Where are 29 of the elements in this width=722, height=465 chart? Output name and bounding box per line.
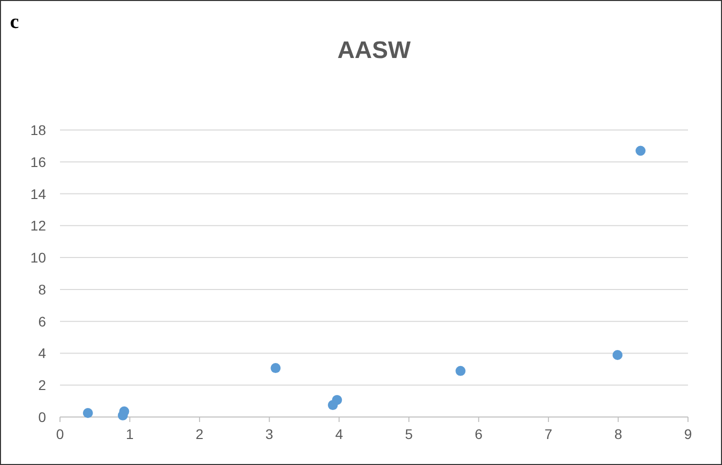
y-tick-label: 6 xyxy=(38,313,46,330)
point xyxy=(456,366,466,376)
x-tick-label: 3 xyxy=(265,426,274,442)
y-tick-label: 4 xyxy=(38,345,46,362)
y-tick-label: 2 xyxy=(38,377,46,394)
point xyxy=(612,350,623,360)
text: c xyxy=(10,11,19,33)
y-tick-label: 18 xyxy=(30,122,46,138)
y-tick-label: 10 xyxy=(30,250,46,266)
point xyxy=(636,146,646,156)
chart-title: AASW xyxy=(337,37,412,64)
x-tick-label: 1 xyxy=(126,426,134,442)
y-tick-label: 16 xyxy=(30,154,46,170)
x-tick-label: 0 xyxy=(56,426,64,442)
y-tick-label: 0 xyxy=(38,409,46,425)
y-tick-label: 8 xyxy=(38,281,46,298)
x-tick-label: 8 xyxy=(614,426,622,442)
point xyxy=(82,408,93,418)
point xyxy=(332,394,342,405)
x-tick-label: 2 xyxy=(196,426,204,442)
point xyxy=(270,363,281,374)
x-tick-label: 5 xyxy=(404,426,413,442)
x-tick-label: 4 xyxy=(335,426,344,442)
x-tick-label: 6 xyxy=(474,426,483,442)
x-tick-label: 7 xyxy=(544,426,553,442)
point xyxy=(119,406,130,416)
x-tick-label: 9 xyxy=(684,426,692,442)
y-tick-label: 12 xyxy=(30,218,46,234)
y-tick-label: 14 xyxy=(30,186,46,202)
